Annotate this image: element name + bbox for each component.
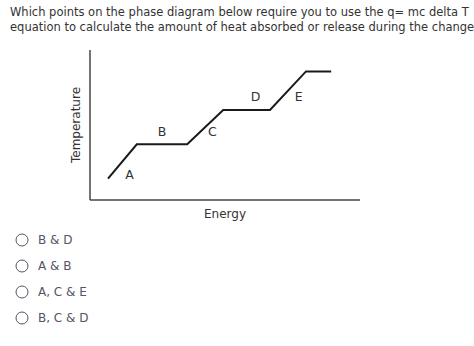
radio-circle bbox=[16, 286, 28, 298]
heating-curve bbox=[108, 71, 331, 178]
point-label: B bbox=[158, 124, 167, 139]
title: Which points on the phase diagram below … bbox=[10, 5, 470, 19]
point-label: D bbox=[251, 89, 261, 104]
point-label: C bbox=[208, 124, 217, 139]
subtitle: equation to calculate the amount of heat… bbox=[10, 20, 474, 34]
radio-circle bbox=[16, 312, 28, 324]
radio-circle bbox=[16, 260, 28, 272]
choice: A & B bbox=[38, 259, 71, 273]
x-axis bbox=[90, 199, 360, 201]
y-label: Temperature bbox=[69, 87, 83, 164]
plot-area bbox=[108, 71, 331, 178]
point-label: A bbox=[125, 167, 134, 182]
radio-circle bbox=[16, 234, 28, 246]
point-label: E bbox=[295, 89, 303, 104]
chart: Which points on the phase diagram below … bbox=[0, 0, 474, 346]
choice: A, C & E bbox=[38, 285, 87, 299]
x-label: Energy bbox=[204, 207, 246, 221]
y-axis bbox=[89, 50, 91, 200]
choice: B, C & D bbox=[38, 311, 88, 325]
choice: B & D bbox=[38, 233, 72, 247]
